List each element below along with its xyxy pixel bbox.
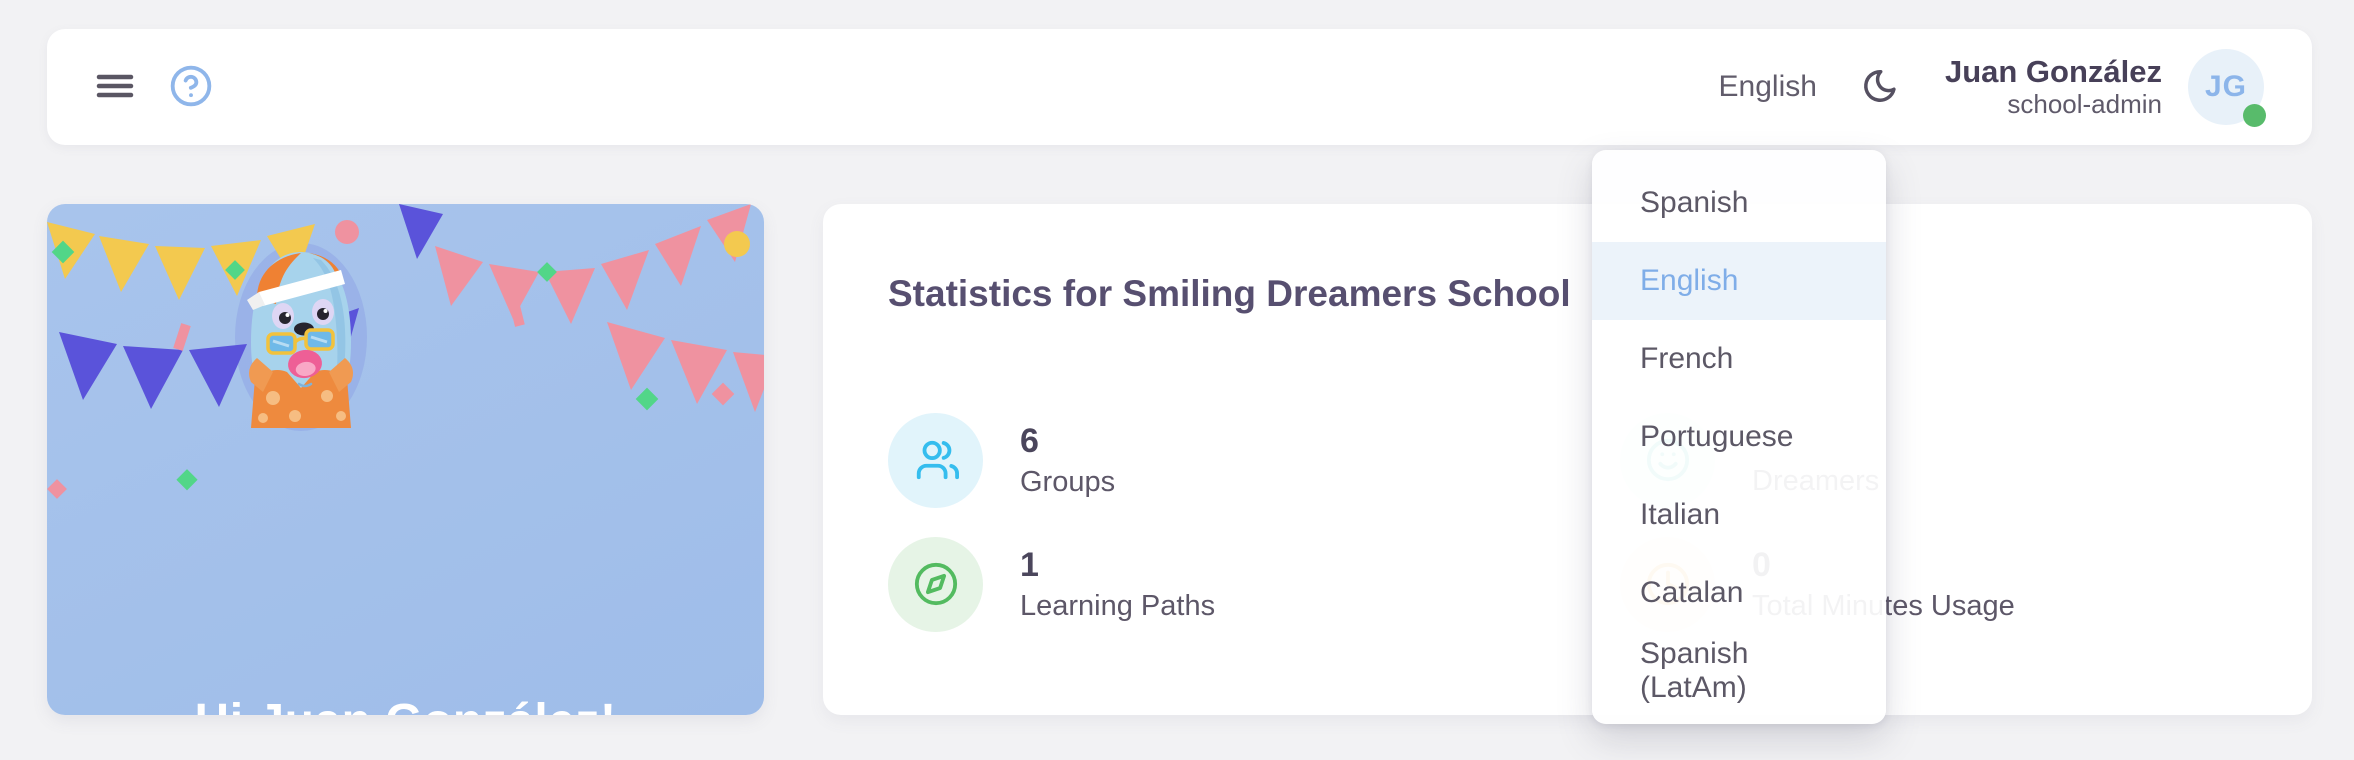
online-status-dot: [2243, 104, 2266, 127]
moon-icon: [1861, 67, 1899, 108]
user-role: school-admin: [2007, 89, 2162, 120]
language-dropdown: Spanish English French Portuguese Italia…: [1592, 150, 1886, 724]
stat-learning-paths: 1 Learning Paths: [888, 536, 1620, 632]
stat-label: Groups: [1020, 465, 1116, 498]
language-option[interactable]: Spanish (LatAm): [1640, 637, 1749, 704]
language-option[interactable]: Italian: [1640, 498, 1721, 531]
mascot-illustration: [247, 252, 353, 428]
language-option-selected[interactable]: English: [1592, 242, 1886, 320]
language-option[interactable]: Portuguese: [1640, 420, 1794, 453]
stat-value: 1: [1020, 545, 1039, 584]
help-button[interactable]: [169, 64, 213, 111]
question-circle-icon: [169, 64, 213, 111]
stats-title: Statistics for Smiling Dreamers School: [888, 272, 1571, 314]
topbar: English Juan González school-admin JG: [47, 29, 2312, 145]
language-option[interactable]: Spanish: [1640, 186, 1749, 219]
hamburger-icon: [95, 70, 135, 105]
users-icon: [888, 412, 983, 508]
stat-label: Learning Paths: [1020, 589, 1216, 622]
welcome-card: Hi Juan González!: [47, 204, 764, 715]
stats-card: Statistics for Smiling Dreamers School 6…: [823, 204, 2312, 715]
compass-icon: [888, 536, 983, 632]
theme-toggle-button[interactable]: [1861, 67, 1899, 108]
menu-button[interactable]: [95, 70, 135, 105]
user-name: Juan González: [1944, 53, 2162, 89]
avatar[interactable]: JG: [2188, 49, 2266, 127]
language-option[interactable]: French: [1640, 342, 1734, 375]
language-option[interactable]: Catalan: [1640, 576, 1744, 609]
user-menu[interactable]: Juan González school-admin: [1945, 54, 2162, 121]
party-decoration: [47, 204, 764, 499]
stat-value: 6: [1020, 421, 1039, 460]
avatar-initials: JG: [2204, 70, 2248, 103]
language-selector[interactable]: English: [1713, 69, 1823, 105]
welcome-greeting: Hi Juan González!: [47, 694, 764, 715]
stat-groups: 6 Groups: [888, 412, 1620, 508]
